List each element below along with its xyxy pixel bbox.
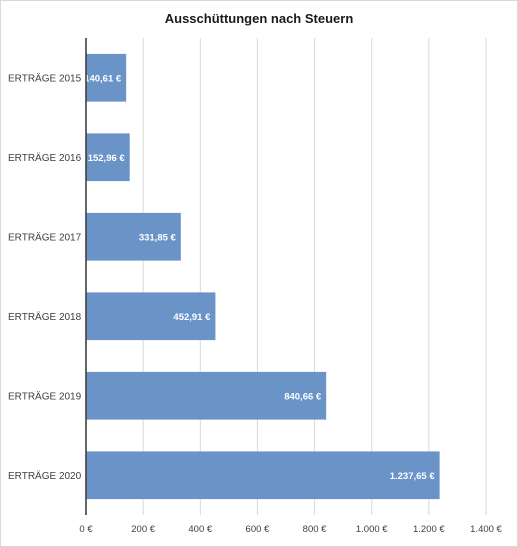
x-tick-label: 800 € xyxy=(303,524,327,535)
data-labels: 140,61 € 152,96 € 331,85 € 452,91 € 840,66 €… xyxy=(84,73,435,482)
bar xyxy=(86,133,130,182)
data-label: 840,66 € xyxy=(284,391,322,402)
x-tick-label: 400 € xyxy=(188,524,212,535)
category-labels: ERTRÄGE 2015 ERTRÄGE 2016 ERTRÄGE 2017 ERTR… xyxy=(8,72,82,482)
chart-title: Ausschüttungen nach Steuern xyxy=(165,11,354,26)
data-label: 140,61 € xyxy=(84,73,122,84)
x-tick-label: 0 € xyxy=(79,524,93,535)
gridlines xyxy=(142,38,487,515)
category-label: ERTRÄGE 2018 xyxy=(8,311,82,323)
bar xyxy=(86,53,127,102)
x-tick-labels: 0 € 200 € 400 € 600 € 800 € 1.000 € 1.200 € 1.4… xyxy=(79,524,502,535)
x-tick-label: 1.200 € xyxy=(413,524,445,535)
category-label: ERTRÄGE 2020 xyxy=(8,470,82,482)
data-label: 452,91 € xyxy=(173,312,211,323)
category-label: ERTRÄGE 2017 xyxy=(8,231,82,243)
bar xyxy=(86,212,181,261)
data-label: 331,85 € xyxy=(139,232,177,243)
category-label: ERTRÄGE 2019 xyxy=(8,390,82,402)
bar xyxy=(86,371,327,420)
category-label: ERTRÄGE 2015 xyxy=(8,72,82,84)
bar xyxy=(86,451,440,500)
data-label: 152,96 € xyxy=(88,153,126,164)
data-label: 1.237,65 € xyxy=(390,471,436,482)
category-label: ERTRÄGE 2016 xyxy=(8,152,82,164)
x-tick-label: 1.000 € xyxy=(356,524,388,535)
x-tick-label: 200 € xyxy=(131,524,155,535)
x-tick-label: 1.400 € xyxy=(470,524,502,535)
x-tick-label: 600 € xyxy=(246,524,270,535)
bar xyxy=(86,292,216,341)
bars xyxy=(86,53,440,500)
